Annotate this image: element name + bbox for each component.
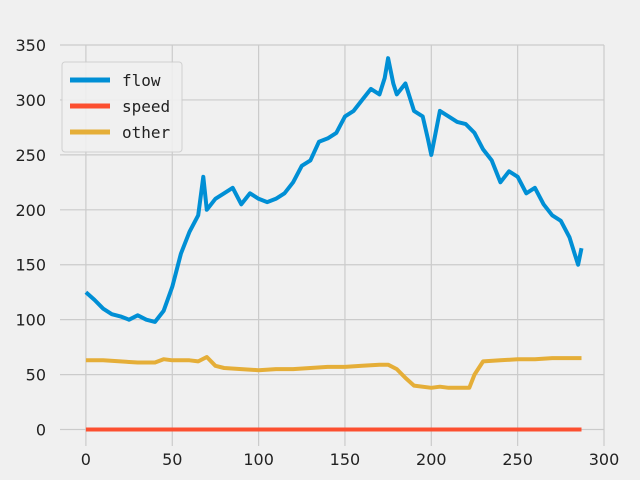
y-tick-label: 100: [15, 311, 46, 330]
legend-label-other: other: [122, 123, 171, 142]
x-tick-label: 200: [416, 450, 447, 469]
legend-label-speed: speed: [122, 97, 170, 116]
x-tick-label: 0: [81, 450, 91, 469]
x-tick-label: 150: [330, 450, 361, 469]
x-tick-label: 100: [243, 450, 274, 469]
x-tick-label: 300: [589, 450, 620, 469]
series-lines: [84, 56, 584, 432]
x-tick-label: 250: [502, 450, 533, 469]
legend: flow speed other: [61, 61, 183, 153]
tick-labels: 0 50 100 150 200 250 300 0 50 100 150 200 250 300 350: [15, 36, 619, 469]
y-tick-label: 250: [15, 146, 46, 165]
y-tick-label: 50: [26, 366, 46, 385]
y-tick-label: 0: [36, 421, 46, 440]
y-tick-label: 150: [15, 256, 46, 275]
series-line-flow: [84, 56, 584, 324]
y-tick-label: 300: [15, 91, 46, 110]
y-tick-label: 200: [15, 201, 46, 220]
x-tick-label: 50: [162, 450, 182, 469]
y-tick-label: 350: [15, 36, 46, 55]
series-line-other: [85, 355, 582, 390]
grid: [60, 44, 605, 446]
legend-label-flow: flow: [122, 71, 161, 90]
